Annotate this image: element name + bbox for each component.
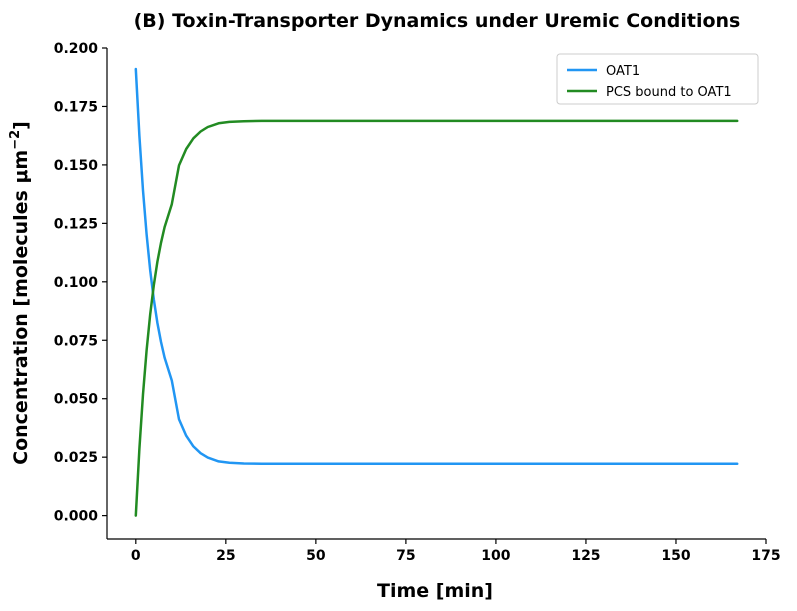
y-tick-label: 0.000: [54, 509, 99, 525]
y-axis-label: Concentration [molecules μm−2]: [8, 121, 32, 465]
legend-label-oat1: OAT1: [606, 64, 640, 79]
legend-frame: [556, 53, 759, 105]
x-tick-label: 125: [571, 548, 600, 564]
y-axis-label-main: Concentration [molecules μm: [10, 150, 32, 465]
x-tick-label: 100: [481, 548, 510, 564]
y-ticks: 0.000 0.025 0.050 0.075 0.100 0.125 0.150 0.175…: [54, 41, 107, 525]
legend-label-pcs-bound: PCS bound to OAT1: [606, 85, 732, 100]
x-tick-label: 25: [216, 548, 235, 564]
y-tick-label: 0.050: [54, 392, 99, 408]
legend: OAT1 PCS bound to OAT1: [556, 53, 759, 105]
series-line-oat1: [134, 67, 739, 465]
y-tick-label: 0.100: [54, 275, 99, 291]
x-tick-label: 50: [306, 548, 326, 564]
series-line-pcs-bound-to-oat1: [134, 119, 739, 517]
x-ticks: 0 25 50 75 100 125 150 175: [131, 539, 781, 564]
y-axis-label-close: ]: [10, 121, 32, 130]
y-tick-label: 0.025: [54, 450, 98, 466]
x-tick-label: 175: [751, 548, 780, 564]
y-axis-label-exponent: −2: [8, 130, 23, 150]
y-tick-label: 0.150: [54, 158, 99, 174]
x-tick-label: 150: [661, 548, 690, 564]
series-lines: [134, 67, 739, 517]
y-tick-label: 0.200: [54, 41, 99, 57]
y-tick-label: 0.125: [54, 216, 98, 232]
chart-title: (B) Toxin-Transporter Dynamics under Ure…: [134, 10, 741, 32]
x-tick-label: 75: [396, 548, 415, 564]
y-tick-label: 0.075: [54, 333, 98, 349]
y-tick-label: 0.175: [54, 99, 98, 115]
x-axis-label: Time [min]: [377, 580, 493, 602]
plot-area: 0.000 0.025 0.050 0.075 0.100 0.125 0.150 0.175…: [54, 41, 781, 564]
x-tick-label: 0: [131, 548, 141, 564]
